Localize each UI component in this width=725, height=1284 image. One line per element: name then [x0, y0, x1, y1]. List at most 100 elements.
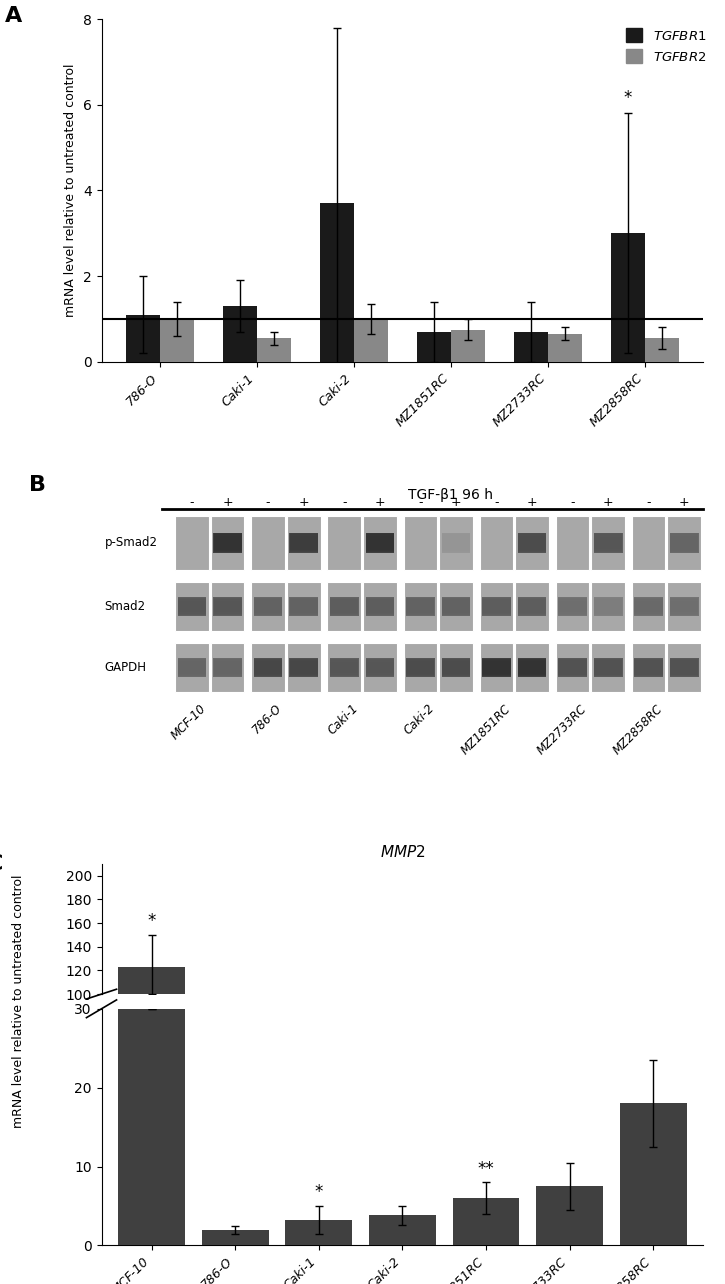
FancyBboxPatch shape	[330, 659, 359, 677]
FancyBboxPatch shape	[214, 534, 242, 551]
FancyBboxPatch shape	[670, 534, 698, 551]
FancyBboxPatch shape	[178, 659, 207, 677]
Text: +: +	[375, 496, 385, 508]
Text: +: +	[527, 496, 537, 508]
FancyBboxPatch shape	[254, 659, 282, 677]
FancyBboxPatch shape	[594, 598, 622, 615]
FancyBboxPatch shape	[482, 597, 510, 615]
FancyBboxPatch shape	[406, 598, 434, 614]
FancyBboxPatch shape	[558, 659, 587, 677]
FancyBboxPatch shape	[670, 659, 699, 677]
FancyBboxPatch shape	[287, 643, 320, 692]
FancyBboxPatch shape	[254, 660, 282, 675]
FancyBboxPatch shape	[594, 533, 622, 552]
Bar	[118, 1009, 185, 1245]
FancyBboxPatch shape	[330, 659, 358, 677]
FancyBboxPatch shape	[558, 598, 587, 614]
FancyBboxPatch shape	[289, 598, 318, 614]
FancyBboxPatch shape	[442, 659, 471, 677]
FancyBboxPatch shape	[555, 516, 589, 570]
FancyBboxPatch shape	[330, 598, 358, 614]
FancyBboxPatch shape	[634, 598, 663, 614]
FancyBboxPatch shape	[214, 600, 242, 612]
Text: -: -	[342, 496, 347, 508]
FancyBboxPatch shape	[289, 660, 318, 675]
FancyBboxPatch shape	[287, 516, 320, 570]
FancyBboxPatch shape	[252, 516, 285, 570]
FancyBboxPatch shape	[558, 597, 587, 615]
Bar	[223, 306, 257, 362]
FancyBboxPatch shape	[178, 598, 206, 614]
FancyBboxPatch shape	[482, 659, 510, 677]
FancyBboxPatch shape	[594, 660, 622, 675]
FancyBboxPatch shape	[442, 661, 471, 674]
FancyBboxPatch shape	[442, 534, 471, 551]
FancyBboxPatch shape	[594, 597, 623, 615]
FancyBboxPatch shape	[330, 659, 358, 677]
FancyBboxPatch shape	[670, 660, 698, 675]
FancyBboxPatch shape	[631, 516, 666, 570]
FancyBboxPatch shape	[482, 660, 510, 675]
Text: GAPDH: GAPDH	[104, 661, 146, 674]
FancyBboxPatch shape	[634, 661, 663, 674]
FancyBboxPatch shape	[634, 598, 663, 614]
FancyBboxPatch shape	[442, 533, 471, 553]
FancyBboxPatch shape	[479, 516, 513, 570]
FancyBboxPatch shape	[670, 533, 698, 552]
FancyBboxPatch shape	[214, 659, 242, 677]
FancyBboxPatch shape	[178, 660, 206, 675]
FancyBboxPatch shape	[518, 598, 547, 615]
FancyBboxPatch shape	[289, 661, 318, 674]
Text: -: -	[494, 496, 499, 508]
FancyBboxPatch shape	[363, 582, 397, 630]
FancyBboxPatch shape	[178, 659, 206, 677]
Text: B: B	[29, 475, 46, 496]
FancyBboxPatch shape	[178, 598, 206, 614]
FancyBboxPatch shape	[252, 643, 285, 692]
FancyBboxPatch shape	[213, 659, 242, 677]
FancyBboxPatch shape	[289, 534, 318, 551]
FancyBboxPatch shape	[254, 659, 283, 677]
FancyBboxPatch shape	[482, 598, 510, 615]
Bar	[286, 1220, 352, 1245]
FancyBboxPatch shape	[558, 598, 587, 614]
FancyBboxPatch shape	[289, 659, 318, 677]
FancyBboxPatch shape	[365, 533, 394, 553]
FancyBboxPatch shape	[518, 659, 547, 677]
FancyBboxPatch shape	[439, 643, 473, 692]
FancyBboxPatch shape	[594, 660, 622, 675]
Text: -: -	[266, 496, 270, 508]
FancyBboxPatch shape	[518, 659, 547, 677]
FancyBboxPatch shape	[479, 643, 513, 692]
FancyBboxPatch shape	[178, 659, 206, 677]
Bar	[202, 1230, 269, 1245]
FancyBboxPatch shape	[406, 661, 434, 674]
Text: +: +	[223, 496, 233, 508]
FancyBboxPatch shape	[213, 597, 242, 615]
FancyBboxPatch shape	[518, 659, 547, 677]
FancyBboxPatch shape	[289, 533, 318, 552]
FancyBboxPatch shape	[406, 661, 434, 674]
FancyBboxPatch shape	[518, 535, 547, 550]
FancyBboxPatch shape	[330, 660, 358, 675]
FancyBboxPatch shape	[178, 600, 206, 612]
FancyBboxPatch shape	[254, 598, 282, 615]
Text: *: *	[315, 1184, 323, 1202]
FancyBboxPatch shape	[254, 598, 282, 615]
Text: *: *	[624, 89, 632, 107]
FancyBboxPatch shape	[479, 582, 513, 630]
FancyBboxPatch shape	[214, 660, 242, 675]
FancyBboxPatch shape	[482, 598, 510, 614]
FancyBboxPatch shape	[515, 643, 549, 692]
FancyBboxPatch shape	[289, 598, 318, 614]
FancyBboxPatch shape	[442, 534, 471, 551]
FancyBboxPatch shape	[518, 534, 547, 551]
FancyBboxPatch shape	[330, 660, 358, 675]
FancyBboxPatch shape	[287, 582, 320, 630]
Text: MZ1851RC: MZ1851RC	[458, 702, 513, 756]
FancyBboxPatch shape	[406, 660, 434, 675]
FancyBboxPatch shape	[558, 661, 587, 674]
FancyBboxPatch shape	[670, 660, 698, 675]
Bar	[620, 1103, 687, 1245]
FancyBboxPatch shape	[289, 659, 318, 677]
